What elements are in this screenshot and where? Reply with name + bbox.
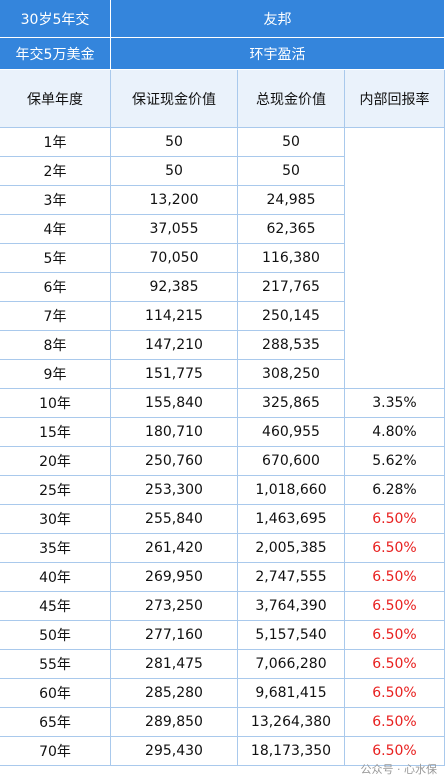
table-cell: 5,157,540 xyxy=(238,621,345,650)
table-cell: 269,950 xyxy=(111,563,238,592)
table-cell: 6.50% xyxy=(345,650,445,679)
table-cell: 1年 xyxy=(0,128,111,157)
table-cell: 308,250 xyxy=(238,360,345,389)
header-right: 友邦 xyxy=(111,0,445,38)
column-header: 保证现金价值 xyxy=(111,70,238,128)
table-cell: 70年 xyxy=(0,737,111,766)
table-cell: 13,264,380 xyxy=(238,708,345,737)
table-cell: 60年 xyxy=(0,679,111,708)
table-cell: 5年 xyxy=(0,244,111,273)
table-cell: 460,955 xyxy=(238,418,345,447)
table-cell: 92,385 xyxy=(111,273,238,302)
table-cell: 4年 xyxy=(0,215,111,244)
table-cell: 180,710 xyxy=(111,418,238,447)
table-cell: 6.50% xyxy=(345,563,445,592)
table-cell: 217,765 xyxy=(238,273,345,302)
table-cell: 7年 xyxy=(0,302,111,331)
table-cell: 10年 xyxy=(0,389,111,418)
table-cell: 147,210 xyxy=(111,331,238,360)
table-cell: 55年 xyxy=(0,650,111,679)
table-cell: 2,747,555 xyxy=(238,563,345,592)
table-cell: 288,535 xyxy=(238,331,345,360)
table-cell: 261,420 xyxy=(111,534,238,563)
table-cell: 1,018,660 xyxy=(238,476,345,505)
table-cell: 325,865 xyxy=(238,389,345,418)
table-cell: 670,600 xyxy=(238,447,345,476)
table-cell: 151,775 xyxy=(111,360,238,389)
empty-cell xyxy=(345,128,445,389)
table-cell: 253,300 xyxy=(111,476,238,505)
table-cell: 8年 xyxy=(0,331,111,360)
table-cell: 289,850 xyxy=(111,708,238,737)
table-cell: 6.50% xyxy=(345,621,445,650)
table-cell: 45年 xyxy=(0,592,111,621)
table-cell: 50年 xyxy=(0,621,111,650)
table-cell: 1,463,695 xyxy=(238,505,345,534)
table-cell: 6年 xyxy=(0,273,111,302)
table-cell: 114,215 xyxy=(111,302,238,331)
table-cell: 25年 xyxy=(0,476,111,505)
column-header: 保单年度 xyxy=(0,70,111,128)
table-cell: 6.50% xyxy=(345,679,445,708)
table-cell: 281,475 xyxy=(111,650,238,679)
header-left: 30岁5年交 xyxy=(0,0,111,38)
table-cell: 18,173,350 xyxy=(238,737,345,766)
table-cell: 285,280 xyxy=(111,679,238,708)
table-cell: 50 xyxy=(238,128,345,157)
table-cell: 40年 xyxy=(0,563,111,592)
table-cell: 30年 xyxy=(0,505,111,534)
table-cell: 6.50% xyxy=(345,708,445,737)
table-cell: 24,985 xyxy=(238,186,345,215)
table-cell: 2,005,385 xyxy=(238,534,345,563)
table-cell: 37,055 xyxy=(111,215,238,244)
table-cell: 9,681,415 xyxy=(238,679,345,708)
table-cell: 50 xyxy=(111,128,238,157)
table-cell: 155,840 xyxy=(111,389,238,418)
table-cell: 255,840 xyxy=(111,505,238,534)
table-cell: 295,430 xyxy=(111,737,238,766)
table-cell: 20年 xyxy=(0,447,111,476)
column-header: 内部回报率 xyxy=(345,70,445,128)
table-cell: 250,145 xyxy=(238,302,345,331)
table-cell: 6.50% xyxy=(345,534,445,563)
table-cell: 3年 xyxy=(0,186,111,215)
table-cell: 6.50% xyxy=(345,505,445,534)
table-cell: 6.28% xyxy=(345,476,445,505)
table-cell: 50 xyxy=(238,157,345,186)
table-cell: 3,764,390 xyxy=(238,592,345,621)
table-cell: 7,066,280 xyxy=(238,650,345,679)
table-cell: 13,200 xyxy=(111,186,238,215)
table-cell: 62,365 xyxy=(238,215,345,244)
table-cell: 70,050 xyxy=(111,244,238,273)
table-cell: 273,250 xyxy=(111,592,238,621)
table-cell: 3.35% xyxy=(345,389,445,418)
header-right: 环宇盈活 xyxy=(111,38,445,70)
table-cell: 15年 xyxy=(0,418,111,447)
table-cell: 116,380 xyxy=(238,244,345,273)
table-cell: 2年 xyxy=(0,157,111,186)
table-cell: 277,160 xyxy=(111,621,238,650)
table-cell: 250,760 xyxy=(111,447,238,476)
table-cell: 6.50% xyxy=(345,592,445,621)
table-cell: 9年 xyxy=(0,360,111,389)
table-cell: 5.62% xyxy=(345,447,445,476)
header-left: 年交5万美金 xyxy=(0,38,111,70)
table-cell: 50 xyxy=(111,157,238,186)
table-cell: 35年 xyxy=(0,534,111,563)
table-cell: 65年 xyxy=(0,708,111,737)
column-header: 总现金价值 xyxy=(238,70,345,128)
table-cell: 4.80% xyxy=(345,418,445,447)
watermark: 公众号 · 心水保 xyxy=(360,763,438,776)
